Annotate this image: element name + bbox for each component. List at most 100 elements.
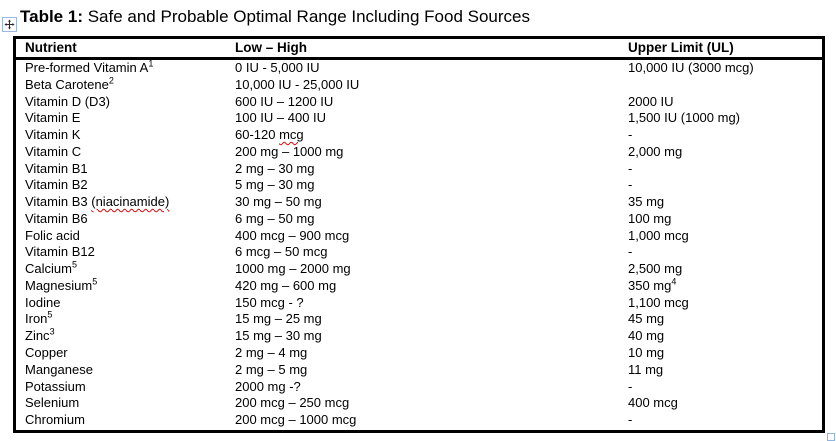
low-high-cell[interactable]: 200 mg – 1000 mg <box>235 144 628 161</box>
column-header-upper-limit[interactable]: Upper Limit (UL) <box>628 40 734 55</box>
low-high-cell[interactable]: 200 mcg – 250 mcg <box>235 395 628 412</box>
low-high-cell[interactable]: 2 mg – 5 mg <box>235 362 628 379</box>
cell-text: 200 mcg – 1000 mcg <box>235 412 357 428</box>
table-body: Pre-formed Vitamin A1 0 IU - 5,000 IU 10,0… <box>16 58 822 429</box>
upper-limit-cell[interactable] <box>628 77 822 94</box>
upper-limit-cell[interactable]: 350 mg4 <box>628 276 822 295</box>
upper-limit-cell[interactable]: 45 mg <box>628 311 822 328</box>
nutrient-cell[interactable]: Folic acid <box>16 228 235 245</box>
cell-text: 11 mg <box>628 361 664 377</box>
upper-limit-cell[interactable]: 10 mg <box>628 345 822 362</box>
nutrient-cell[interactable]: Vitamin C <box>16 144 235 161</box>
nutrient-cell[interactable]: Vitamin B2 <box>16 177 235 194</box>
upper-limit-cell[interactable]: - <box>628 244 822 261</box>
table-row: Chromium 200 mcg – 1000 mcg - <box>16 412 822 429</box>
upper-limit-cell[interactable]: 11 mg <box>628 362 822 379</box>
superscript-footnote: 3 <box>49 326 55 337</box>
cell-text: 10,000 IU - 25,000 IU <box>235 76 360 92</box>
nutrient-cell[interactable]: Manganese <box>16 362 235 379</box>
table-row: Vitamin E 100 IU – 400 IU 1,500 IU (1000 m… <box>16 110 822 127</box>
upper-limit-cell[interactable]: - <box>628 161 822 178</box>
column-header-nutrient[interactable]: Nutrient <box>25 40 77 55</box>
cell-text: Magnesium <box>25 277 93 293</box>
cell-text: 40 mg <box>628 328 665 344</box>
nutrient-cell[interactable]: Chromium <box>16 412 235 429</box>
nutrient-cell[interactable]: Iodine <box>16 295 235 312</box>
upper-limit-cell[interactable]: 2000 IU <box>628 94 822 111</box>
column-header-low-high[interactable]: Low – High <box>235 40 307 55</box>
upper-limit-cell[interactable]: 100 mg <box>628 211 822 228</box>
upper-limit-cell[interactable]: 1,100 mcg <box>628 295 822 312</box>
nutrient-cell[interactable]: Vitamin B1 <box>16 161 235 178</box>
low-high-cell[interactable]: 15 mg – 30 mg <box>235 328 628 345</box>
upper-limit-cell[interactable]: - <box>628 177 822 194</box>
upper-limit-cell[interactable]: 10,000 IU (3000 mcg) <box>628 60 822 77</box>
cell-text: Chromium <box>25 412 85 428</box>
low-high-cell[interactable]: 2000 mg -? <box>235 379 628 396</box>
low-high-cell[interactable]: 2 mg – 30 mg <box>235 161 628 178</box>
cell-text: 1,000 mcg <box>628 227 689 243</box>
upper-limit-cell[interactable]: 2,500 mg <box>628 261 822 278</box>
table-row: Folic acid 400 mcg – 900 mcg 1,000 mcg <box>16 228 822 245</box>
low-high-cell[interactable]: 420 mg – 600 mg <box>235 278 628 295</box>
cell-text: 2000 IU <box>628 93 674 109</box>
cell-text: 1000 mg – 2000 mg <box>235 261 351 277</box>
nutrient-cell[interactable]: Pre-formed Vitamin A1 <box>16 58 235 77</box>
cell-text: Iodine <box>25 294 61 310</box>
nutrient-cell[interactable]: Vitamin D (D3) <box>16 94 235 111</box>
nutrient-cell[interactable]: Zinc3 <box>16 326 235 345</box>
low-high-cell[interactable]: 30 mg – 50 mg <box>235 194 628 211</box>
low-high-cell[interactable]: 15 mg – 25 mg <box>235 311 628 328</box>
upper-limit-cell[interactable]: 35 mg <box>628 194 822 211</box>
table-row: Vitamin C 200 mg – 1000 mg 2,000 mg <box>16 144 822 161</box>
table-move-handle[interactable] <box>2 17 17 32</box>
nutrient-table: Nutrient Low – High Upper Limit (UL) Pre… <box>13 36 825 433</box>
low-high-cell[interactable]: 0 IU - 5,000 IU <box>235 60 628 77</box>
superscript-footnote: 4 <box>671 276 677 287</box>
low-high-cell[interactable]: 100 IU – 400 IU <box>235 110 628 127</box>
low-high-cell[interactable]: 200 mcg – 1000 mcg <box>235 412 628 429</box>
nutrient-cell[interactable]: Beta Carotene2 <box>16 75 235 94</box>
nutrient-cell[interactable]: Vitamin K <box>16 127 235 144</box>
cell-text: 2 mg – 4 mg <box>235 345 308 361</box>
upper-limit-cell[interactable]: 1,000 mcg <box>628 228 822 245</box>
upper-limit-cell[interactable]: 1,500 IU (1000 mg) <box>628 110 822 127</box>
nutrient-cell[interactable]: Iron5 <box>16 311 235 328</box>
cell-text: 350 mg <box>628 277 672 293</box>
upper-limit-cell[interactable]: 400 mcg <box>628 395 822 412</box>
nutrient-cell[interactable]: Magnesium5 <box>16 277 235 295</box>
table-row: Magnesium5 420 mg – 600 mg 350 mg4 <box>16 276 822 295</box>
nutrient-cell[interactable]: Selenium <box>16 395 235 412</box>
cell-text: 15 mg – 30 mg <box>235 328 322 344</box>
low-high-cell[interactable]: 150 mcg - ? <box>235 295 628 312</box>
cell-text: 100 IU – 400 IU <box>235 110 327 126</box>
cell-text: Pre-formed Vitamin A <box>25 60 149 75</box>
low-high-cell[interactable]: 5 mg – 30 mg <box>235 177 628 194</box>
nutrient-cell[interactable]: Copper <box>16 345 235 362</box>
superscript-footnote: 1 <box>148 58 154 69</box>
nutrient-cell[interactable]: Vitamin B6 <box>16 211 235 228</box>
nutrient-cell[interactable]: Calcium5 <box>16 260 235 278</box>
low-high-cell[interactable]: 400 mcg – 900 mcg <box>235 228 628 245</box>
upper-limit-cell[interactable]: 2,000 mg <box>628 144 822 161</box>
low-high-cell[interactable]: 60-120 mcg <box>235 127 628 144</box>
cell-text: - <box>628 177 633 193</box>
nutrient-cell[interactable]: Vitamin E <box>16 110 235 127</box>
nutrient-cell[interactable]: Potassium <box>16 379 235 396</box>
cell-text: 200 mcg – 250 mcg <box>235 395 350 411</box>
upper-limit-cell[interactable]: 40 mg <box>628 328 822 345</box>
low-high-cell[interactable]: 10,000 IU - 25,000 IU <box>235 77 628 94</box>
upper-limit-cell[interactable]: - <box>628 379 822 396</box>
upper-limit-cell[interactable]: - <box>628 127 822 144</box>
low-high-cell[interactable]: 600 IU – 1200 IU <box>235 94 628 111</box>
low-high-cell[interactable]: 6 mcg – 50 mcg <box>235 244 628 261</box>
low-high-cell[interactable]: 2 mg – 4 mg <box>235 345 628 362</box>
cell-text: Selenium <box>25 395 80 411</box>
table-caption[interactable]: Table 1: Safe and Probable Optimal Range… <box>20 5 530 29</box>
nutrient-cell[interactable]: Vitamin B3 (niacinamide) <box>16 194 235 211</box>
upper-limit-cell[interactable]: - <box>628 412 822 429</box>
low-high-cell[interactable]: 6 mg – 50 mg <box>235 211 628 228</box>
superscript-footnote: 2 <box>108 75 114 86</box>
nutrient-cell[interactable]: Vitamin B12 <box>16 244 235 261</box>
low-high-cell[interactable]: 1000 mg – 2000 mg <box>235 261 628 278</box>
